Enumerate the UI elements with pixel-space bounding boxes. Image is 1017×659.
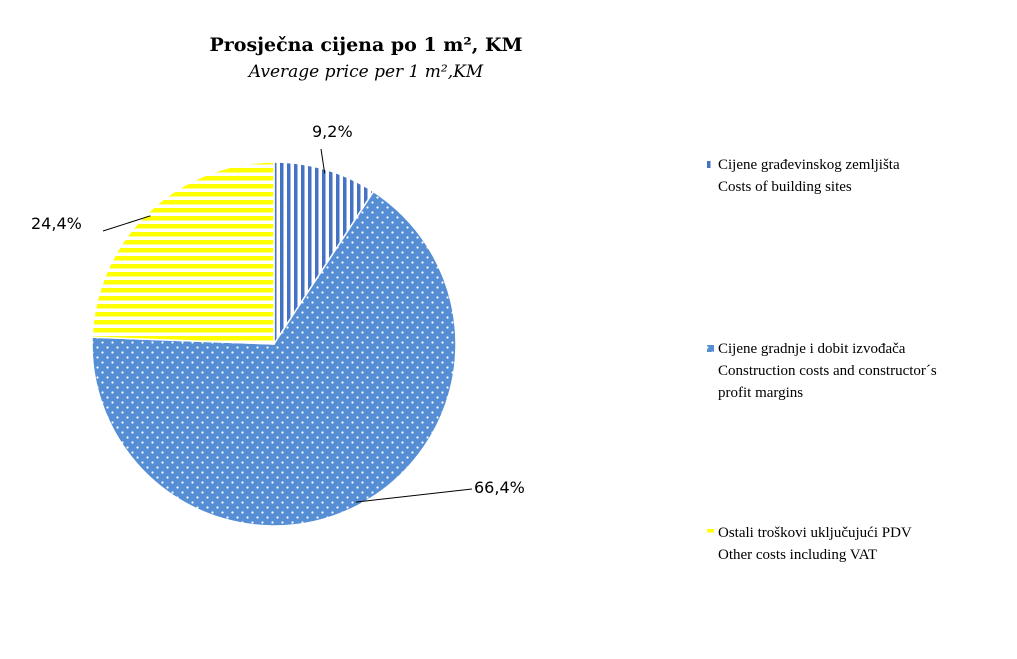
legend-swatch-building-sites bbox=[707, 161, 714, 168]
legend-label-construction-costs-line2: Construction costs and constructor´s bbox=[718, 363, 937, 379]
legend-swatch-construction-costs bbox=[707, 345, 714, 352]
legend-label-building-sites-line2: Costs of building sites bbox=[718, 179, 852, 195]
leader-line-other-costs bbox=[102, 215, 151, 232]
slice-label-building-sites: 9,2% bbox=[312, 122, 353, 141]
legend-label-construction-costs-line3: profit margins bbox=[718, 385, 803, 401]
pie-leader-lines bbox=[102, 148, 473, 503]
legend-label-other-costs-line2: Other costs including VAT bbox=[718, 547, 877, 563]
legend-item-other-costs: Ostali troškovi uključujući PDV Other co… bbox=[707, 525, 912, 563]
legend-label-other-costs-line1: Ostali troškovi uključujući PDV bbox=[718, 525, 912, 541]
leader-line-building-sites bbox=[320, 148, 326, 174]
pie-slice-building-sites bbox=[273, 161, 375, 347]
chart-title: Prosječna cijena po 1 m², KM bbox=[209, 34, 522, 56]
legend-swatch-other-costs bbox=[707, 529, 714, 536]
pie-slices bbox=[91, 161, 457, 527]
pie-slice-other-costs bbox=[91, 161, 275, 345]
slice-label-other-costs: 24,4% bbox=[31, 214, 82, 233]
leader-line-construction-costs bbox=[355, 488, 473, 503]
slice-label-construction-costs: 66,4% bbox=[474, 478, 525, 497]
legend-label-building-sites-line1: Cijene građevinskog zemljišta bbox=[718, 157, 900, 173]
legend-label-construction-costs-line1: Cijene gradnje i dobit izvođača bbox=[718, 341, 906, 357]
chart-subtitle: Average price per 1 m²,KM bbox=[247, 62, 484, 82]
legend-item-building-sites: Cijene građevinskog zemljišta Costs of b… bbox=[707, 157, 900, 195]
pie-slice-construction-costs bbox=[91, 190, 457, 527]
legend-item-construction-costs: Cijene gradnje i dobit izvođača Construc… bbox=[707, 341, 937, 401]
legend: Cijene građevinskog zemljišta Costs of b… bbox=[707, 157, 937, 563]
